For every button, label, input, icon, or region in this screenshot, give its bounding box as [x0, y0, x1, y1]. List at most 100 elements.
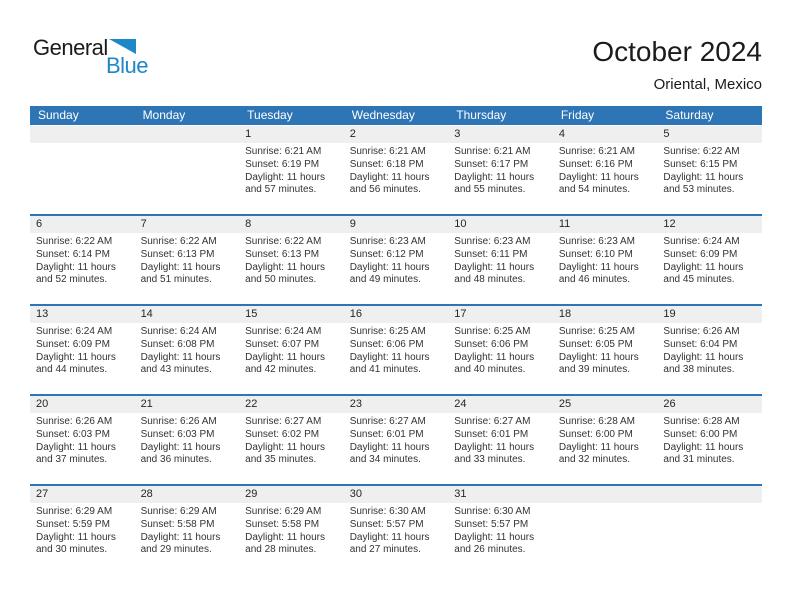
day-detail-line: Sunset: 6:09 PM: [36, 338, 110, 350]
day-details: Sunrise: 6:22 AM Sunset: 6:14 PM Daylight:…: [30, 233, 135, 287]
day-detail-line: and 29 minutes.: [140, 544, 212, 556]
day-detail-line: Daylight: 11 hours: [349, 171, 430, 183]
day-cell: 18 Sunrise: 6:25 AM Sunset: 6:05 PM Dayligh…: [552, 306, 658, 394]
week-row: 13 Sunrise: 6:24 AM Sunset: 6:09 PM Dayligh…: [30, 304, 762, 394]
day-detail-line: Daylight: 11 hours: [349, 441, 430, 453]
calendar-weeks: 1 Sunrise: 6:21 AM Sunset: 6:19 PM Daylight…: [30, 126, 762, 574]
day-detail-line: and 56 minutes.: [349, 184, 421, 196]
day-number: 23: [343, 396, 449, 413]
logo-text-general: General: [33, 35, 108, 60]
day-number: 7: [134, 216, 240, 233]
day-number: 8: [239, 216, 344, 233]
day-detail-line: and 38 minutes.: [663, 364, 735, 376]
day-detail-line: Sunrise: 6:30 AM: [454, 506, 531, 517]
day-detail-line: Sunset: 6:06 PM: [349, 338, 424, 350]
day-details: Sunrise: 6:24 AM Sunset: 6:07 PM Daylight:…: [239, 323, 344, 377]
day-details: Sunrise: 6:23 AM Sunset: 6:11 PM Daylight:…: [448, 233, 553, 287]
day-number: 27: [30, 486, 135, 503]
day-detail-line: Sunset: 6:10 PM: [558, 248, 633, 260]
day-cell: 13 Sunrise: 6:24 AM Sunset: 6:09 PM Dayligh…: [30, 306, 135, 394]
title-block: October 2024 Oriental, Mexico: [592, 36, 762, 93]
day-detail-line: and 49 minutes.: [349, 274, 421, 286]
week-row: 1 Sunrise: 6:21 AM Sunset: 6:19 PM Daylight…: [30, 126, 762, 214]
day-detail-line: Sunset: 5:58 PM: [245, 518, 320, 530]
day-detail-line: Sunrise: 6:22 AM: [36, 236, 113, 247]
day-detail-line: Daylight: 11 hours: [36, 351, 116, 363]
day-number: 12: [657, 216, 762, 233]
empty-day-cell: [552, 486, 658, 574]
day-detail-line: Sunset: 6:16 PM: [558, 158, 633, 170]
day-detail-line: and 50 minutes.: [245, 274, 317, 286]
day-detail-line: Daylight: 11 hours: [558, 171, 639, 183]
day-detail-line: Daylight: 11 hours: [36, 531, 116, 543]
day-number: 9: [343, 216, 449, 233]
day-number: 15: [239, 306, 344, 323]
day-number: 19: [657, 306, 762, 323]
day-detail-line: Sunset: 6:19 PM: [245, 158, 320, 170]
day-cell: 25 Sunrise: 6:28 AM Sunset: 6:00 PM Dayligh…: [552, 396, 658, 484]
day-number: 29: [239, 486, 344, 503]
logo-flag-icon: [108, 39, 136, 54]
day-details: Sunrise: 6:25 AM Sunset: 6:06 PM Daylight:…: [448, 323, 553, 377]
day-detail-line: Daylight: 11 hours: [140, 441, 221, 453]
day-detail-line: Sunrise: 6:25 AM: [454, 326, 531, 337]
day-detail-line: Sunrise: 6:27 AM: [349, 416, 426, 427]
day-number: 14: [134, 306, 240, 323]
day-cell: 1 Sunrise: 6:21 AM Sunset: 6:19 PM Daylight…: [239, 126, 344, 214]
day-number: 20: [30, 396, 135, 413]
day-details: Sunrise: 6:30 AM Sunset: 5:57 PM Daylight:…: [448, 503, 553, 557]
day-number: 30: [343, 486, 449, 503]
day-detail-line: Sunset: 6:03 PM: [36, 428, 110, 440]
day-cell: 28 Sunrise: 6:29 AM Sunset: 5:58 PM Dayligh…: [134, 486, 240, 574]
day-detail-line: Daylight: 11 hours: [558, 351, 639, 363]
day-cell: 15 Sunrise: 6:24 AM Sunset: 6:07 PM Dayligh…: [239, 306, 344, 394]
day-detail-line: and 44 minutes.: [36, 364, 108, 376]
day-detail-line: Sunrise: 6:21 AM: [349, 146, 426, 157]
calendar: Sunday Monday Tuesday Wednesday Thursday…: [30, 106, 762, 574]
day-detail-line: Sunrise: 6:23 AM: [454, 236, 531, 247]
day-cell: 5 Sunrise: 6:22 AM Sunset: 6:15 PM Daylight…: [657, 126, 762, 214]
day-detail-line: Daylight: 11 hours: [663, 351, 744, 363]
day-cell: 6 Sunrise: 6:22 AM Sunset: 6:14 PM Daylight…: [30, 216, 135, 304]
logo-top-row: General: [33, 37, 148, 59]
weekday-header: Sunday Monday Tuesday Wednesday Thursday…: [30, 106, 762, 125]
day-detail-line: Sunrise: 6:26 AM: [140, 416, 217, 427]
day-detail-line: Daylight: 11 hours: [245, 351, 325, 363]
day-cell: 24 Sunrise: 6:27 AM Sunset: 6:01 PM Dayligh…: [448, 396, 553, 484]
day-cell: 22 Sunrise: 6:27 AM Sunset: 6:02 PM Dayligh…: [239, 396, 344, 484]
day-detail-line: and 51 minutes.: [140, 274, 212, 286]
day-detail-line: Sunset: 5:59 PM: [36, 518, 110, 530]
day-details: Sunrise: 6:25 AM Sunset: 6:05 PM Daylight:…: [553, 323, 658, 377]
week-row: 20 Sunrise: 6:26 AM Sunset: 6:03 PM Dayligh…: [30, 394, 762, 484]
empty-day-cell: [657, 486, 762, 574]
day-detail-line: and 40 minutes.: [454, 364, 526, 376]
day-details: Sunrise: 6:21 AM Sunset: 6:18 PM Daylight:…: [344, 143, 449, 197]
day-detail-line: Sunset: 6:09 PM: [663, 248, 738, 260]
day-detail-line: and 53 minutes.: [663, 184, 735, 196]
day-detail-line: Sunset: 5:58 PM: [140, 518, 215, 530]
day-detail-line: and 35 minutes.: [245, 454, 317, 466]
week-row: 27 Sunrise: 6:29 AM Sunset: 5:59 PM Dayligh…: [30, 484, 762, 574]
logo-text-blue: Blue: [105, 53, 149, 78]
day-detail-line: and 27 minutes.: [349, 544, 421, 556]
day-detail-line: Sunrise: 6:22 AM: [663, 146, 740, 157]
day-details: Sunrise: 6:21 AM Sunset: 6:16 PM Daylight:…: [553, 143, 658, 197]
day-detail-line: Daylight: 11 hours: [454, 441, 535, 453]
day-detail-line: Sunrise: 6:21 AM: [454, 146, 531, 157]
day-details: Sunrise: 6:24 AM Sunset: 6:09 PM Daylight:…: [30, 323, 135, 377]
day-details: Sunrise: 6:22 AM Sunset: 6:13 PM Daylight:…: [239, 233, 344, 287]
day-cell: 30 Sunrise: 6:30 AM Sunset: 5:57 PM Dayligh…: [343, 486, 449, 574]
day-number: 10: [448, 216, 553, 233]
day-detail-line: Sunset: 6:17 PM: [454, 158, 529, 170]
day-number: [134, 126, 240, 143]
page-title: October 2024: [592, 36, 762, 67]
day-number: 26: [657, 396, 762, 413]
day-details: Sunrise: 6:28 AM Sunset: 6:00 PM Daylight:…: [553, 413, 658, 467]
day-detail-line: and 39 minutes.: [558, 364, 631, 376]
day-detail-line: Sunset: 5:57 PM: [349, 518, 424, 530]
day-cell: 31 Sunrise: 6:30 AM Sunset: 5:57 PM Dayligh…: [448, 486, 553, 574]
day-detail-line: Sunrise: 6:21 AM: [558, 146, 635, 157]
day-detail-line: and 48 minutes.: [454, 274, 526, 286]
day-detail-line: Daylight: 11 hours: [558, 441, 639, 453]
